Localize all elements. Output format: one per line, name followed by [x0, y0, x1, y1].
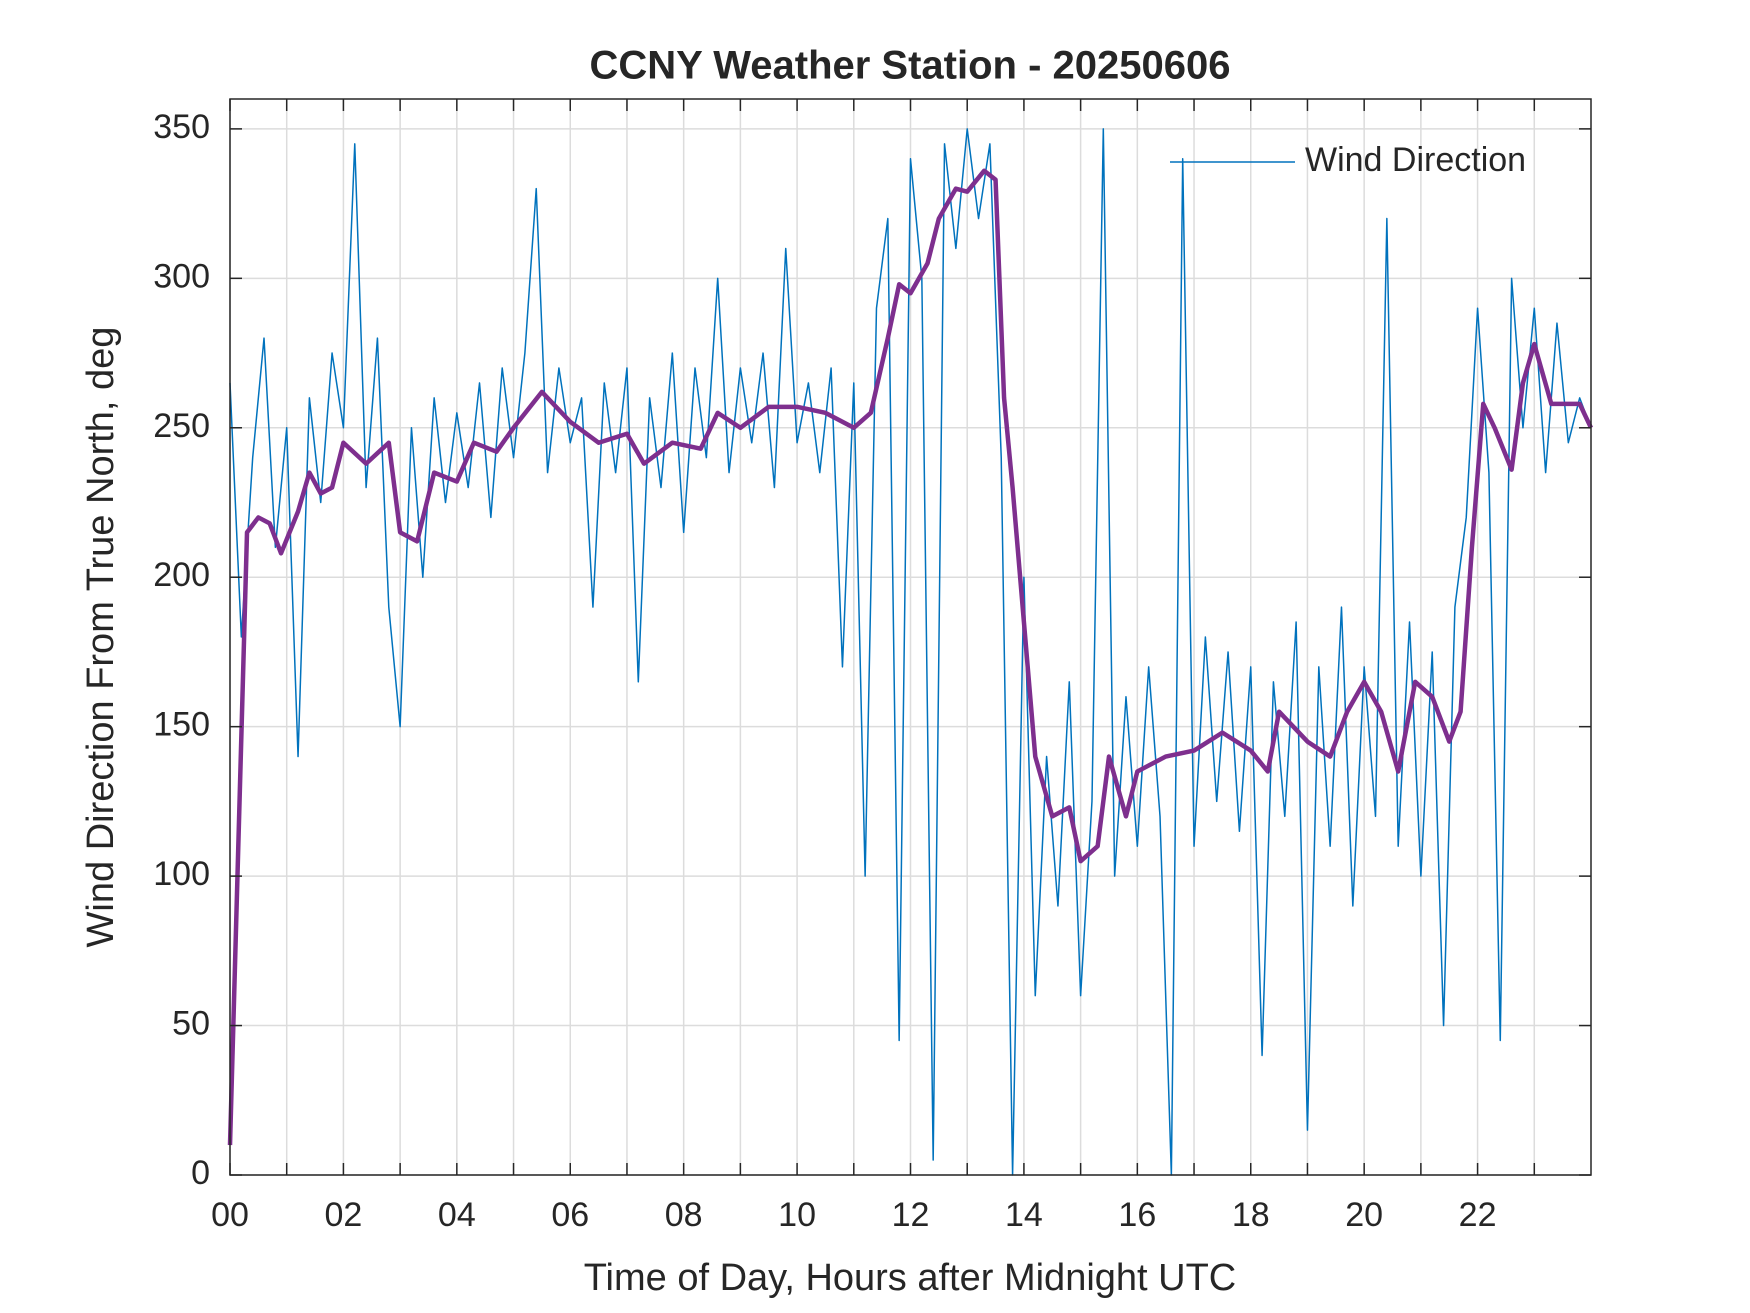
legend-label: Wind Direction: [1305, 141, 1526, 179]
x-tick-label: 04: [438, 1196, 476, 1234]
y-tick-label: 50: [172, 1005, 210, 1043]
x-axis-label: Time of Day, Hours after Midnight UTC: [584, 1257, 1237, 1299]
y-tick-label: 300: [153, 257, 210, 295]
y-tick-label: 150: [153, 706, 210, 744]
y-axis-label: Wind Direction From True North, deg: [80, 327, 122, 948]
x-tick-label: 16: [1118, 1196, 1156, 1234]
x-tick-label: 10: [778, 1196, 816, 1234]
data-line: [229, 128, 1592, 1176]
x-tick-label: 12: [892, 1196, 930, 1234]
plot-area: [227, 128, 1594, 1176]
x-tick-label: 08: [665, 1196, 703, 1234]
x-tick-label: 00: [211, 1196, 249, 1234]
axes-box: [229, 98, 1592, 1176]
y-tick-label: 100: [153, 855, 210, 893]
x-tick-label: 14: [1005, 1196, 1043, 1234]
x-tick-label: 06: [551, 1196, 589, 1234]
axes: 00 02 04 06 08 10 12 14 16 18 20 22 0 50 100 150 200 250 3…: [153, 98, 1592, 1234]
x-tick-label: 02: [325, 1196, 363, 1234]
y-tick-label: 200: [153, 556, 210, 594]
y-tick-label: 350: [153, 108, 210, 146]
x-tick-label: 20: [1345, 1196, 1383, 1234]
y-tick-label: 0: [191, 1154, 210, 1192]
chart-title: CCNY Weather Station - 20250606: [590, 44, 1231, 88]
y-tick-label: 250: [153, 407, 210, 445]
x-tick-label: 22: [1459, 1196, 1497, 1234]
data-line: [227, 168, 1594, 1146]
x-tick-label: 18: [1232, 1196, 1270, 1234]
